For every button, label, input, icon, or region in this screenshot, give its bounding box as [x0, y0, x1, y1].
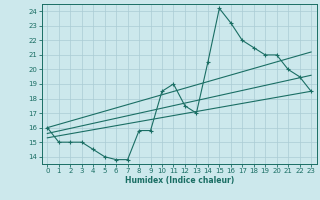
X-axis label: Humidex (Indice chaleur): Humidex (Indice chaleur): [124, 176, 234, 185]
